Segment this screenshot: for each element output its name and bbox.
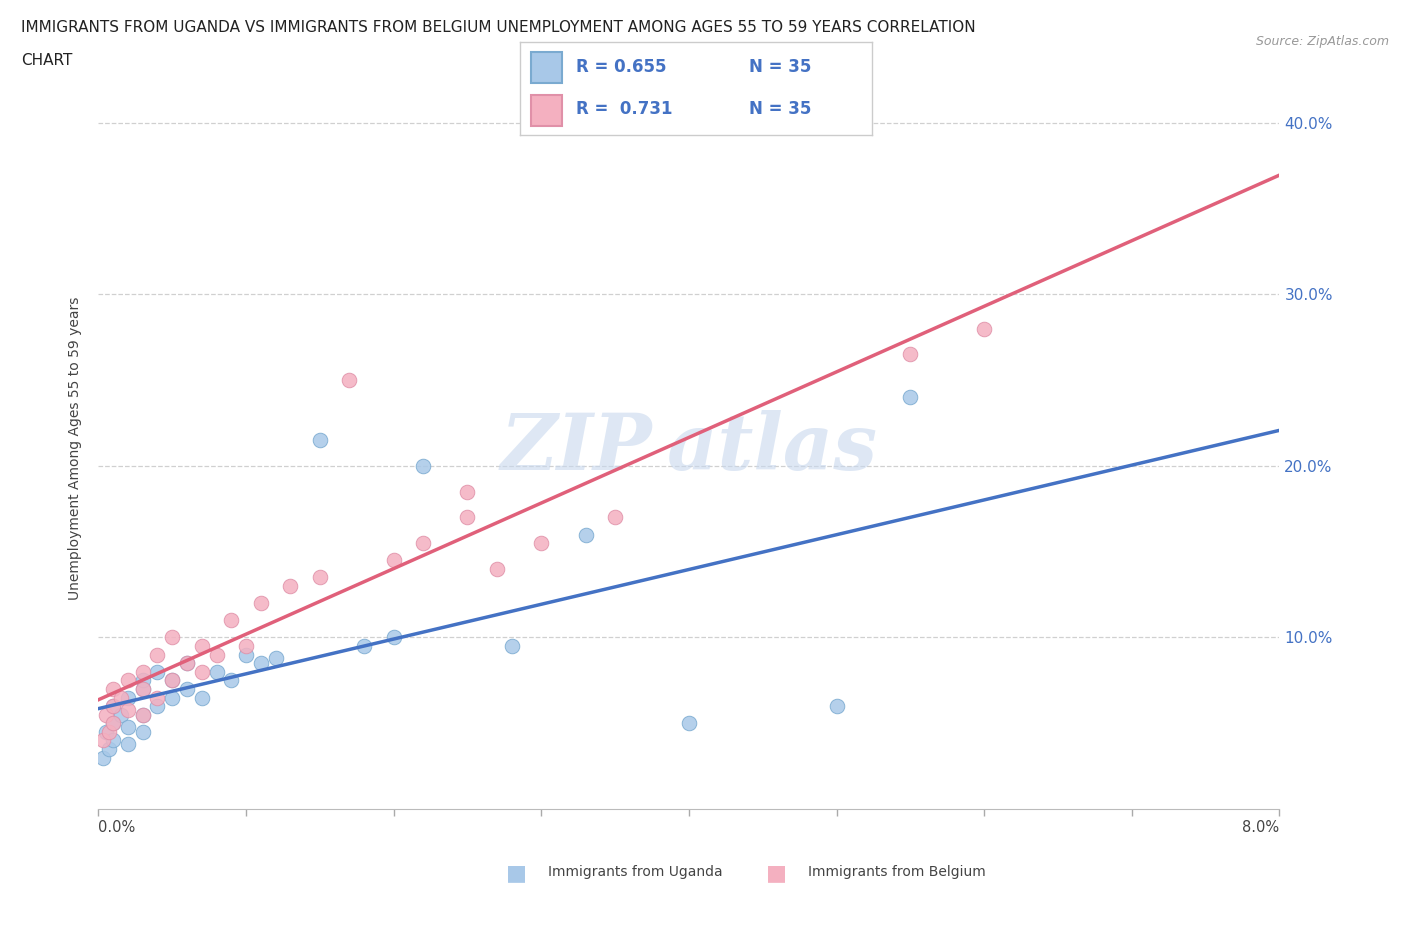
Text: Source: ZipAtlas.com: Source: ZipAtlas.com bbox=[1256, 35, 1389, 48]
Text: N = 35: N = 35 bbox=[749, 100, 811, 118]
Point bbox=[132, 708, 155, 723]
Point bbox=[132, 664, 155, 679]
Point bbox=[94, 708, 117, 723]
Point bbox=[132, 673, 155, 688]
Point bbox=[191, 639, 214, 654]
Point bbox=[574, 527, 596, 542]
Point bbox=[456, 510, 478, 525]
Point bbox=[110, 690, 132, 705]
Point bbox=[162, 673, 183, 688]
Point bbox=[219, 613, 242, 628]
Point bbox=[146, 664, 169, 679]
Point bbox=[235, 639, 257, 654]
FancyBboxPatch shape bbox=[531, 95, 562, 126]
Point bbox=[412, 536, 434, 551]
Point bbox=[132, 708, 155, 723]
Point bbox=[456, 485, 478, 499]
Point bbox=[973, 321, 995, 336]
Point bbox=[205, 647, 228, 662]
Point bbox=[678, 716, 700, 731]
Point bbox=[132, 682, 155, 697]
Text: IMMIGRANTS FROM UGANDA VS IMMIGRANTS FROM BELGIUM UNEMPLOYMENT AMONG AGES 55 TO : IMMIGRANTS FROM UGANDA VS IMMIGRANTS FRO… bbox=[21, 20, 976, 35]
Point bbox=[825, 698, 848, 713]
Point bbox=[162, 690, 183, 705]
Text: Immigrants from Belgium: Immigrants from Belgium bbox=[808, 865, 986, 879]
Point bbox=[117, 702, 139, 717]
Point bbox=[146, 647, 169, 662]
Point bbox=[176, 656, 198, 671]
Text: CHART: CHART bbox=[21, 53, 73, 68]
Text: R =  0.731: R = 0.731 bbox=[576, 100, 673, 118]
Text: 0.0%: 0.0% bbox=[98, 820, 135, 835]
FancyBboxPatch shape bbox=[531, 52, 562, 83]
Point bbox=[501, 639, 523, 654]
Point bbox=[176, 656, 198, 671]
Text: Immigrants from Uganda: Immigrants from Uganda bbox=[548, 865, 723, 879]
Point bbox=[485, 562, 508, 577]
Point bbox=[382, 630, 405, 644]
Point bbox=[205, 664, 228, 679]
Point bbox=[162, 673, 183, 688]
Text: 8.0%: 8.0% bbox=[1243, 820, 1279, 835]
Point bbox=[219, 673, 242, 688]
Point bbox=[900, 390, 922, 405]
Y-axis label: Unemployment Among Ages 55 to 59 years: Unemployment Among Ages 55 to 59 years bbox=[69, 297, 83, 601]
Text: ZIP atlas: ZIP atlas bbox=[501, 410, 877, 487]
Point bbox=[278, 578, 302, 593]
Point bbox=[250, 656, 273, 671]
Point bbox=[146, 690, 169, 705]
Point bbox=[117, 690, 139, 705]
Point bbox=[103, 716, 125, 731]
Point bbox=[117, 737, 139, 751]
Point bbox=[103, 716, 125, 731]
Point bbox=[103, 698, 125, 713]
Point bbox=[162, 630, 183, 644]
Point bbox=[382, 552, 405, 567]
Point bbox=[91, 733, 114, 748]
Point bbox=[250, 596, 273, 611]
Point bbox=[91, 751, 114, 765]
Point bbox=[264, 651, 287, 666]
Point bbox=[353, 639, 375, 654]
Text: N = 35: N = 35 bbox=[749, 58, 811, 76]
Point bbox=[337, 373, 360, 388]
Point bbox=[117, 719, 139, 734]
Point bbox=[235, 647, 257, 662]
Point bbox=[191, 664, 214, 679]
Point bbox=[176, 682, 198, 697]
Point bbox=[191, 690, 214, 705]
Point bbox=[146, 698, 169, 713]
Point bbox=[308, 570, 332, 585]
Point bbox=[103, 698, 125, 713]
Text: R = 0.655: R = 0.655 bbox=[576, 58, 666, 76]
Point bbox=[530, 536, 553, 551]
Point bbox=[412, 458, 434, 473]
Point bbox=[308, 432, 332, 447]
Point bbox=[132, 724, 155, 739]
Point bbox=[117, 673, 139, 688]
Point bbox=[605, 510, 627, 525]
Point bbox=[132, 682, 155, 697]
Point bbox=[900, 347, 922, 362]
Text: ■: ■ bbox=[766, 863, 787, 883]
Point bbox=[94, 724, 117, 739]
Point bbox=[110, 708, 132, 723]
Point bbox=[97, 741, 120, 756]
Point bbox=[103, 682, 125, 697]
Point bbox=[97, 724, 120, 739]
Point bbox=[103, 733, 125, 748]
Text: ■: ■ bbox=[506, 863, 527, 883]
